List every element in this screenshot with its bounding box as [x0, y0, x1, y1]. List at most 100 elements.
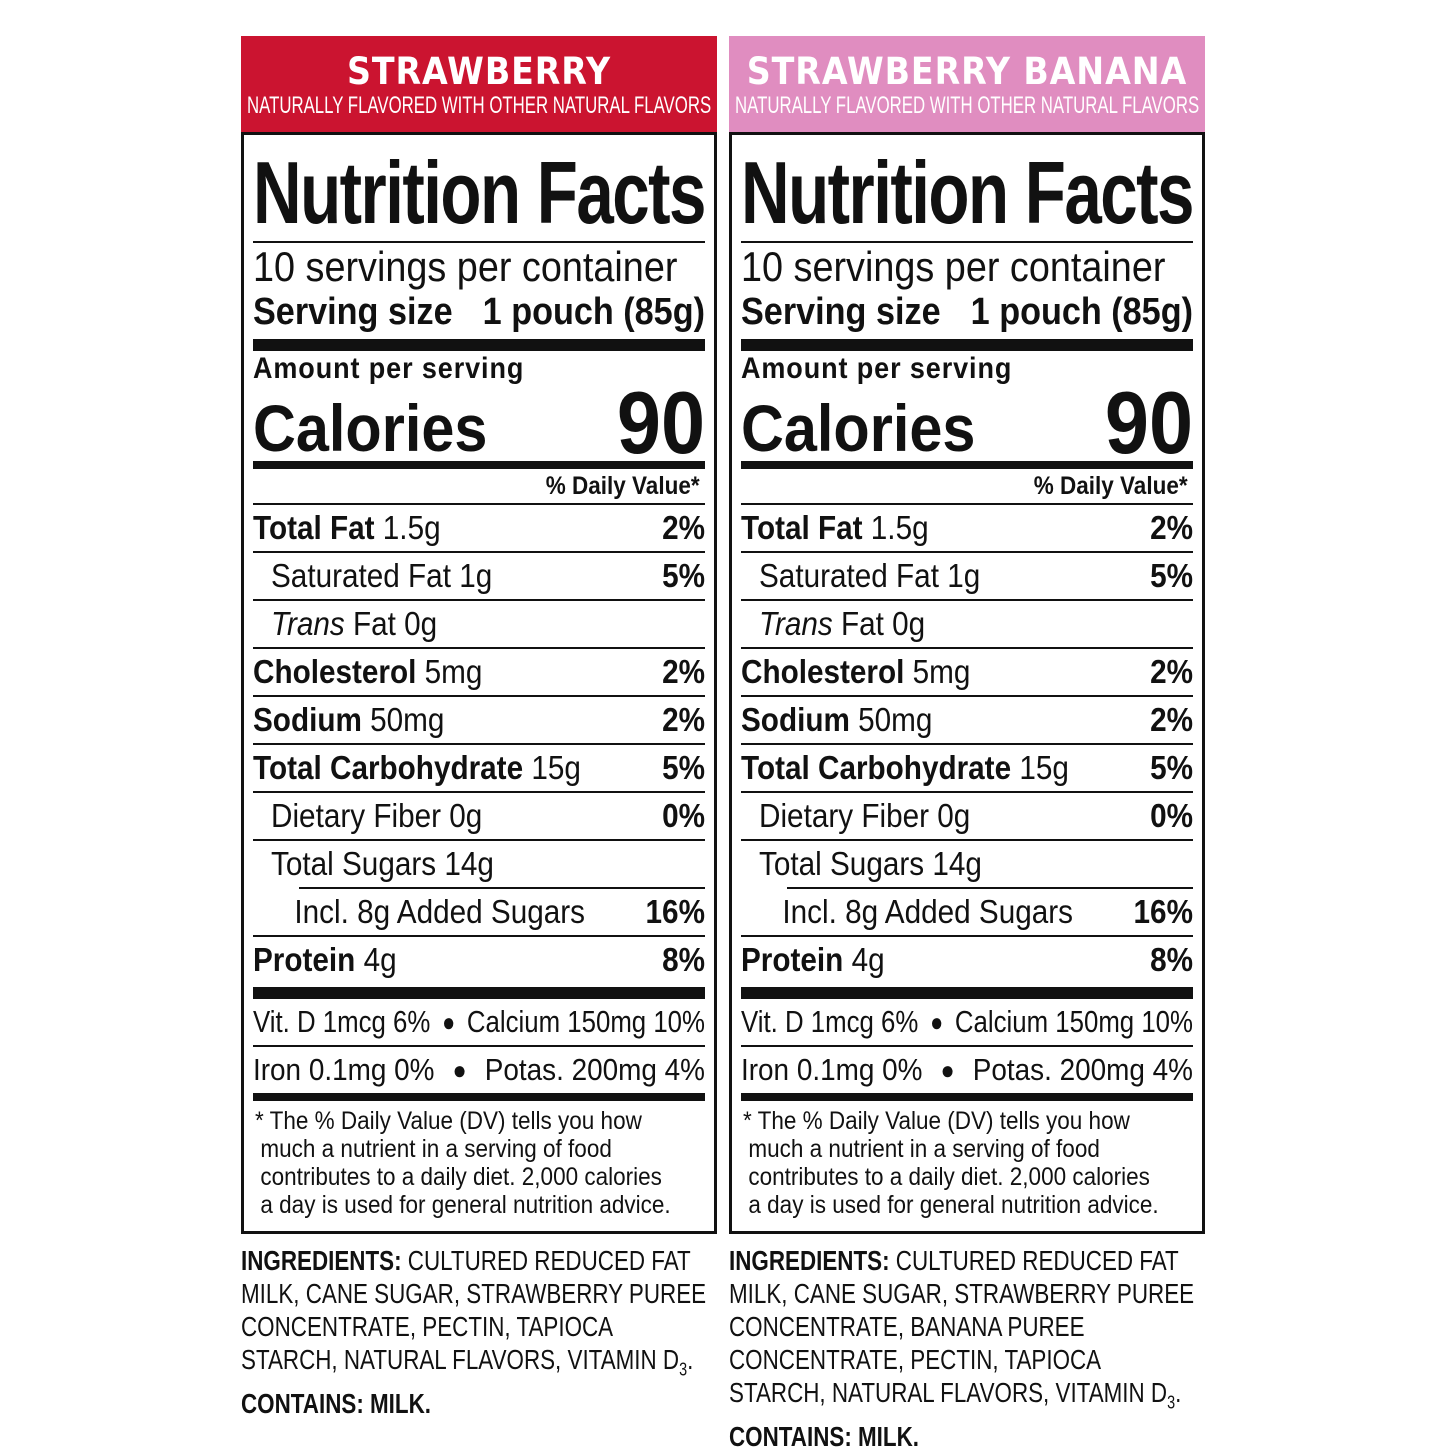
servings-per-container: 10 servings per container — [741, 243, 1166, 290]
vitamin-row: Vit. D 1mcg 6% ● Calcium 150mg 10% — [741, 999, 1193, 1045]
nutrient-name: Dietary Fiber 0g — [271, 797, 483, 834]
nutrient-dv: 8% — [662, 941, 705, 978]
nutrient-name: Incl. 8g Added Sugars — [782, 893, 1074, 930]
nutrient-dv: 5% — [662, 557, 705, 594]
ingredients-subscript: 3 — [1167, 1392, 1176, 1413]
divider — [741, 695, 1193, 697]
nutrition-panel: STRAWBERRY NATURALLY FLAVORED WITH OTHER… — [241, 36, 717, 1420]
ingredients-label: INGREDIENTS: — [241, 1245, 402, 1276]
nutrient-row: Trans Fat 0g — [741, 601, 1193, 647]
nutrient-amount: 4g — [355, 941, 397, 978]
nutrient-dv: 0% — [662, 797, 705, 834]
divider — [741, 987, 1193, 999]
divider — [741, 339, 1193, 351]
nutrient-name: Fat 0g — [344, 605, 438, 642]
calories-row: Calories 90 — [253, 373, 705, 472]
divider — [253, 339, 705, 351]
footnote-line: a day is used for general nutrition advi… — [748, 1191, 1159, 1219]
divider — [253, 461, 705, 469]
nutrient-name: Sodium — [741, 701, 850, 738]
amount-per-serving: Amount per serving — [253, 352, 525, 385]
footnote-line: * The % Daily Value (DV) tells you how — [255, 1107, 642, 1135]
vitamin-row: Iron 0.1mg 0% ● Potas. 200mg 4% — [741, 1047, 1193, 1093]
flavor-header: STRAWBERRY BANANA NATURALLY FLAVORED WIT… — [729, 36, 1205, 132]
vitamin-left: Iron 0.1mg 0% — [253, 1052, 435, 1087]
nutrient-name: Total Fat — [253, 509, 375, 546]
vitamin-left: Vit. D 1mcg 6% — [253, 1004, 431, 1039]
nutrient-dv: 2% — [662, 701, 705, 738]
ingredients: INGREDIENTS: CULTURED REDUCED FAT MILK, … — [241, 1244, 713, 1420]
ingredients: INGREDIENTS: CULTURED REDUCED FAT MILK, … — [729, 1244, 1201, 1453]
nutrient-name: Total Carbohydrate — [741, 749, 1012, 786]
nutrient-row: Dietary Fiber 0g 0% — [741, 793, 1193, 839]
nutrition-panel: STRAWBERRY BANANA NATURALLY FLAVORED WIT… — [729, 36, 1205, 1453]
nutrient-name: Total Carbohydrate — [253, 749, 524, 786]
calories-value: 90 — [1104, 373, 1193, 472]
nutrient-amount: 5mg — [904, 653, 971, 690]
nutrient-row: Protein 4g 8% — [253, 937, 705, 983]
nutrient-row: Total Sugars 14g — [253, 841, 705, 887]
nutrient-row: Total Carbohydrate 15g 5% — [253, 745, 705, 791]
nutrient-dv: 2% — [662, 509, 705, 546]
divider — [253, 987, 705, 999]
nutrient-name: Dietary Fiber 0g — [759, 797, 971, 834]
vitamin-row: Vit. D 1mcg 6% ● Calcium 150mg 10% — [253, 999, 705, 1045]
daily-value-header: % Daily Value* — [1033, 472, 1188, 500]
footnote: * The % Daily Value (DV) tells you how mu… — [253, 1107, 705, 1219]
nutrient-name: Saturated Fat 1g — [271, 557, 493, 594]
footnote: * The % Daily Value (DV) tells you how mu… — [741, 1107, 1193, 1219]
divider — [253, 241, 705, 243]
nutrient-name: Cholesterol — [741, 653, 905, 690]
divider — [787, 887, 1193, 889]
divider — [741, 935, 1193, 937]
bullet-icon: ● — [940, 1054, 955, 1085]
divider — [253, 839, 705, 841]
nutrient-amount: 15g — [523, 749, 581, 786]
flavor-subtitle: NATURALLY FLAVORED WITH OTHER NATURAL FL… — [735, 92, 1200, 119]
nutrient-amount: 1.5g — [862, 509, 929, 546]
divider — [253, 935, 705, 937]
divider — [253, 1045, 705, 1047]
nutrient-dv: 5% — [662, 749, 705, 786]
nutrient-dv: 2% — [1150, 509, 1193, 546]
serving-size-label: Serving size — [741, 291, 941, 333]
nutrient-dv: 2% — [1150, 653, 1193, 690]
nutrient-name: Total Fat — [741, 509, 863, 546]
flavor-name: STRAWBERRY BANANA — [746, 50, 1188, 93]
divider — [299, 887, 705, 889]
divider — [741, 647, 1193, 649]
bullet-icon: ● — [442, 1006, 456, 1037]
ingredients-subscript: 3 — [679, 1359, 688, 1380]
nutrient-row: Saturated Fat 1g 5% — [741, 553, 1193, 599]
nutrient-amount: 1.5g — [374, 509, 441, 546]
divider — [253, 551, 705, 553]
divider — [741, 839, 1193, 841]
nutrient-row: Cholesterol 5mg 2% — [741, 649, 1193, 695]
nutrient-row: Cholesterol 5mg 2% — [253, 649, 705, 695]
allergen-statement: CONTAINS: MILK. — [729, 1420, 919, 1452]
divider — [741, 551, 1193, 553]
nutrient-amount: 50mg — [849, 701, 933, 738]
divider — [253, 1093, 705, 1101]
nutrient-row: Trans Fat 0g — [253, 601, 705, 647]
nutrient-row: Sodium 50mg 2% — [741, 697, 1193, 743]
nutrient-dv: 5% — [1150, 557, 1193, 594]
ingredients-text: CULTURED REDUCED FAT MILK, CANE SUGAR, S… — [729, 1245, 1195, 1408]
nutrient-dv: 2% — [662, 653, 705, 690]
nutrient-row: Total Fat 1.5g 2% — [253, 505, 705, 551]
nutrient-amount: 15g — [1011, 749, 1069, 786]
nutrition-facts-title: Nutrition Facts — [253, 143, 706, 242]
nutrient-row: Sodium 50mg 2% — [253, 697, 705, 743]
footnote-line: much a nutrient in a serving of food — [260, 1135, 612, 1163]
nutrient-dv: 5% — [1150, 749, 1193, 786]
footnote-line: a day is used for general nutrition advi… — [260, 1191, 671, 1219]
calories-value: 90 — [616, 373, 705, 472]
nutrient-name: Cholesterol — [253, 653, 417, 690]
nutrient-row: Dietary Fiber 0g 0% — [253, 793, 705, 839]
nutrient-dv: 0% — [1150, 797, 1193, 834]
flavor-subtitle: NATURALLY FLAVORED WITH OTHER NATURAL FL… — [247, 92, 712, 119]
nutrient-row: Incl. 8g Added Sugars 16% — [741, 889, 1193, 935]
flavor-header: STRAWBERRY NATURALLY FLAVORED WITH OTHER… — [241, 36, 717, 132]
nutrient-dv: 2% — [1150, 701, 1193, 738]
vitamin-right: Potas. 200mg 4% — [972, 1052, 1193, 1087]
